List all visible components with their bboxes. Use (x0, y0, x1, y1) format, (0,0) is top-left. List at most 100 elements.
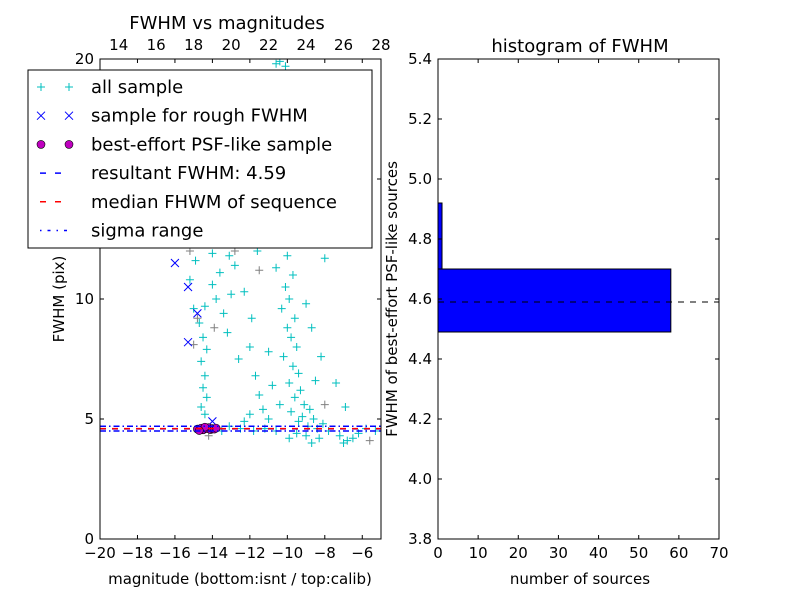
x-tick-label: −6 (351, 544, 373, 562)
legend-label: sigma range (91, 221, 203, 242)
legend-label: resultant FWHM: 4.59 (91, 163, 286, 184)
plus-marker (298, 412, 307, 421)
plus-marker (195, 319, 204, 327)
y-tick-label: 20 (75, 50, 94, 68)
plus-marker (318, 419, 327, 428)
plus-marker (247, 314, 256, 323)
plus-marker (294, 369, 303, 378)
plus-marker (268, 381, 277, 390)
plus-marker (302, 299, 311, 308)
scatter-ylabel: FWHM (pix) (50, 256, 68, 343)
plus-marker (292, 429, 301, 438)
scatter-title: FWHM vs magnitudes (129, 13, 324, 34)
plus-marker (193, 314, 202, 323)
x-tick-label: −12 (234, 544, 266, 562)
plus-marker (37, 83, 45, 91)
plus-marker (305, 405, 314, 414)
plus-marker (225, 251, 234, 260)
legend: all sample sample for rough FWHM best-effo… (27, 69, 373, 249)
x-tick-label: 50 (629, 544, 648, 562)
legend-box (27, 69, 373, 249)
plus-marker (292, 343, 301, 351)
plus-marker (202, 345, 211, 354)
plus-marker (307, 323, 316, 332)
plus-marker (245, 343, 254, 351)
plus-marker (255, 391, 264, 399)
plus-marker (189, 304, 198, 313)
plus-marker (285, 379, 294, 387)
top-x-tick-label: 20 (222, 36, 241, 54)
plus-marker (258, 405, 267, 414)
plus-marker (288, 362, 297, 371)
plus-marker (197, 357, 206, 366)
x-tick-label: 10 (469, 544, 488, 562)
plus-marker (287, 407, 296, 416)
plus-marker (197, 403, 206, 411)
scatter-xlabel: magnitude (bottom:isnt / top:calib) (108, 570, 372, 588)
plus-marker (199, 383, 208, 392)
plus-marker (200, 302, 209, 311)
legend-label: median FHWM of sequence (91, 192, 337, 213)
legend-circle (64, 140, 74, 149)
y-tick-label: 4.8 (408, 230, 432, 248)
y-tick-label: 0 (84, 530, 94, 548)
top-x-tick-label: 24 (297, 36, 316, 54)
histogram-xlabel: number of sources (510, 570, 650, 588)
plus-marker (272, 263, 281, 272)
histogram-bar (437, 202, 443, 270)
y-tick-label: 3.8 (408, 530, 432, 548)
plus-marker (245, 410, 254, 419)
x-marker (183, 337, 193, 347)
x-marker (170, 258, 180, 268)
plus-marker (290, 314, 299, 323)
y-tick-label: 4.4 (408, 350, 432, 368)
histogram-bar (437, 268, 672, 333)
plus-marker (283, 323, 292, 332)
plus-marker (275, 400, 284, 409)
plus-marker (287, 333, 296, 342)
plus-marker (212, 295, 221, 303)
plus-marker (294, 417, 303, 426)
plus-marker (277, 304, 286, 313)
plus-marker (285, 434, 294, 443)
legend-label: all sample (91, 77, 183, 98)
x-tick-label: 30 (549, 544, 568, 562)
x-tick-label: −8 (314, 544, 336, 562)
plus-marker (320, 400, 329, 409)
plus-marker (255, 266, 264, 275)
plus-marker (315, 434, 324, 443)
plus-marker (240, 417, 249, 426)
legend-circle (36, 140, 46, 149)
y-tick-label: 4.0 (408, 470, 432, 488)
x-marker (193, 309, 202, 318)
plus-marker (264, 415, 273, 423)
plus-marker (191, 256, 200, 265)
plus-marker (281, 62, 290, 71)
plus-marker (341, 403, 350, 411)
x-tick-label: 60 (669, 544, 688, 562)
plus-marker (210, 323, 219, 332)
plus-marker (202, 393, 211, 402)
x-tick-label: −18 (122, 544, 154, 562)
top-x-tick-label: 18 (184, 36, 203, 54)
plus-marker (200, 410, 209, 419)
plus-marker (208, 249, 217, 258)
plus-marker (240, 287, 249, 296)
plus-marker (320, 254, 329, 263)
plus-marker (288, 271, 297, 279)
plus-marker (215, 268, 224, 277)
top-x-tick-label: 22 (259, 36, 278, 54)
plus-marker (185, 275, 194, 284)
plus-marker (230, 261, 239, 270)
x-marker (36, 111, 46, 121)
plus-marker (283, 251, 292, 260)
y-tick-label: 5.0 (408, 170, 432, 188)
top-x-tick-label: 14 (109, 36, 128, 54)
plus-marker (234, 355, 243, 363)
x-tick-label: 70 (709, 544, 728, 562)
y-tick-label: 10 (75, 290, 94, 308)
plus-marker (223, 328, 232, 337)
scatter-axes: −20−18−16−14−12−10−8−6051015201416182022… (75, 36, 391, 562)
